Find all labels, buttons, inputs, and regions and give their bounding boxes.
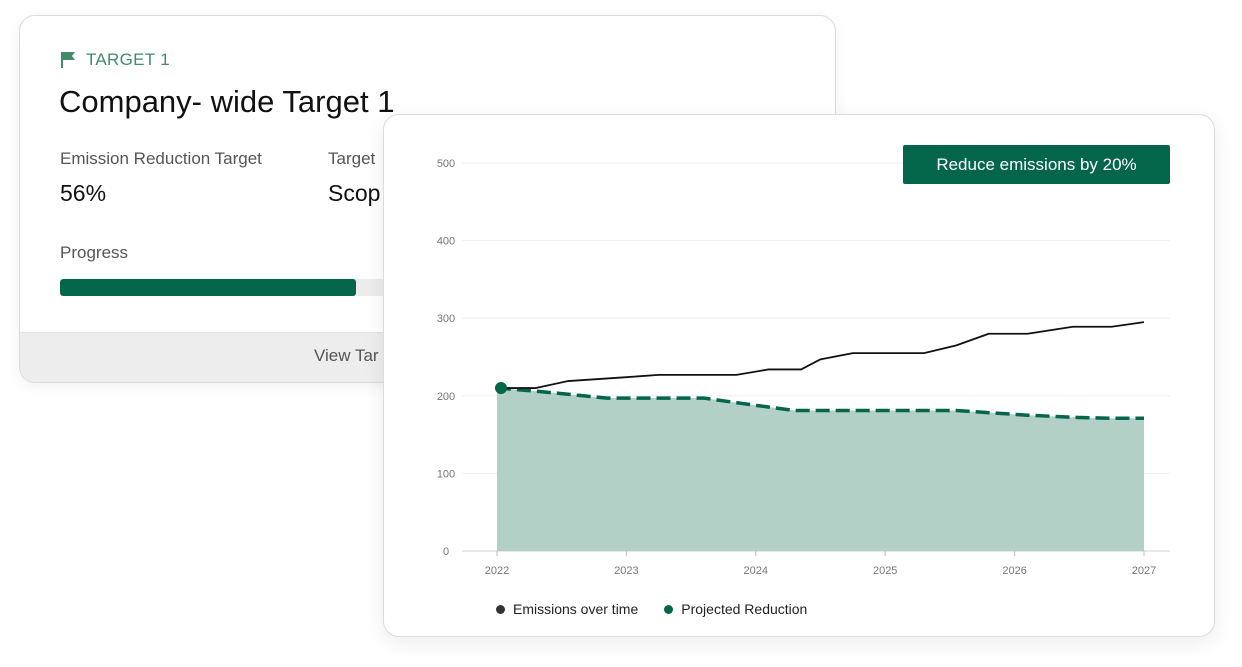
legend-item-emissions[interactable]: Emissions over time — [496, 601, 638, 617]
progress-bar-fill — [60, 279, 356, 296]
y-tick-label: 0 — [443, 546, 449, 558]
baseline-point[interactable] — [495, 382, 507, 395]
target-tag-label: TARGET 1 — [86, 50, 170, 69]
legend-label-emissions: Emissions over time — [513, 601, 639, 617]
flag-icon — [61, 52, 75, 68]
target-tag: TARGET 1 — [60, 50, 170, 70]
target-title: Company- wide Target 1 — [59, 84, 395, 119]
emissions-chart: 0 100 200 300 400 500 2022 2023 2024 2025 2026 2027 — [437, 158, 1170, 577]
target-scope-label: Target — [328, 149, 376, 168]
reduction-goal-badge: Reduce emissions by 20% — [903, 145, 1170, 184]
y-tick-label: 500 — [437, 158, 455, 170]
y-tick-label: 300 — [437, 313, 455, 325]
emission-reduction-target-label: Emission Reduction Target — [60, 149, 262, 168]
x-tick-label: 2024 — [744, 565, 768, 577]
legend-dot-projected — [664, 604, 674, 614]
x-tick-label: 2027 — [1132, 565, 1156, 577]
emissions-chart-card: 0 100 200 300 400 500 2022 2023 2024 2025 2026 2027… — [383, 114, 1215, 637]
emissions-line — [497, 321, 1145, 389]
projected-reduction-line — [496, 386, 1144, 421]
x-tick-label: 2022 — [485, 565, 509, 577]
x-tick-label: 2026 — [1002, 565, 1026, 577]
legend-item-projected[interactable]: Projected Reduction — [664, 601, 807, 617]
progress-label: Progress — [60, 243, 129, 262]
chart-legend: Emissions over time Projected Reduction — [496, 601, 807, 617]
x-tick-label: 2023 — [614, 565, 638, 577]
target-scope-value: Scop — [328, 180, 381, 206]
legend-dot-emissions — [496, 604, 505, 614]
view-target-link[interactable]: View Tar — [314, 346, 379, 365]
projected-reduction-area — [497, 388, 1144, 551]
y-tick-label: 400 — [437, 236, 455, 248]
y-tick-label: 200 — [437, 391, 455, 403]
x-tick-label: 2025 — [873, 565, 897, 577]
y-tick-label: 100 — [437, 468, 455, 480]
emission-reduction-target-value: 56% — [60, 180, 107, 206]
legend-label-projected: Projected Reduction — [681, 601, 808, 617]
